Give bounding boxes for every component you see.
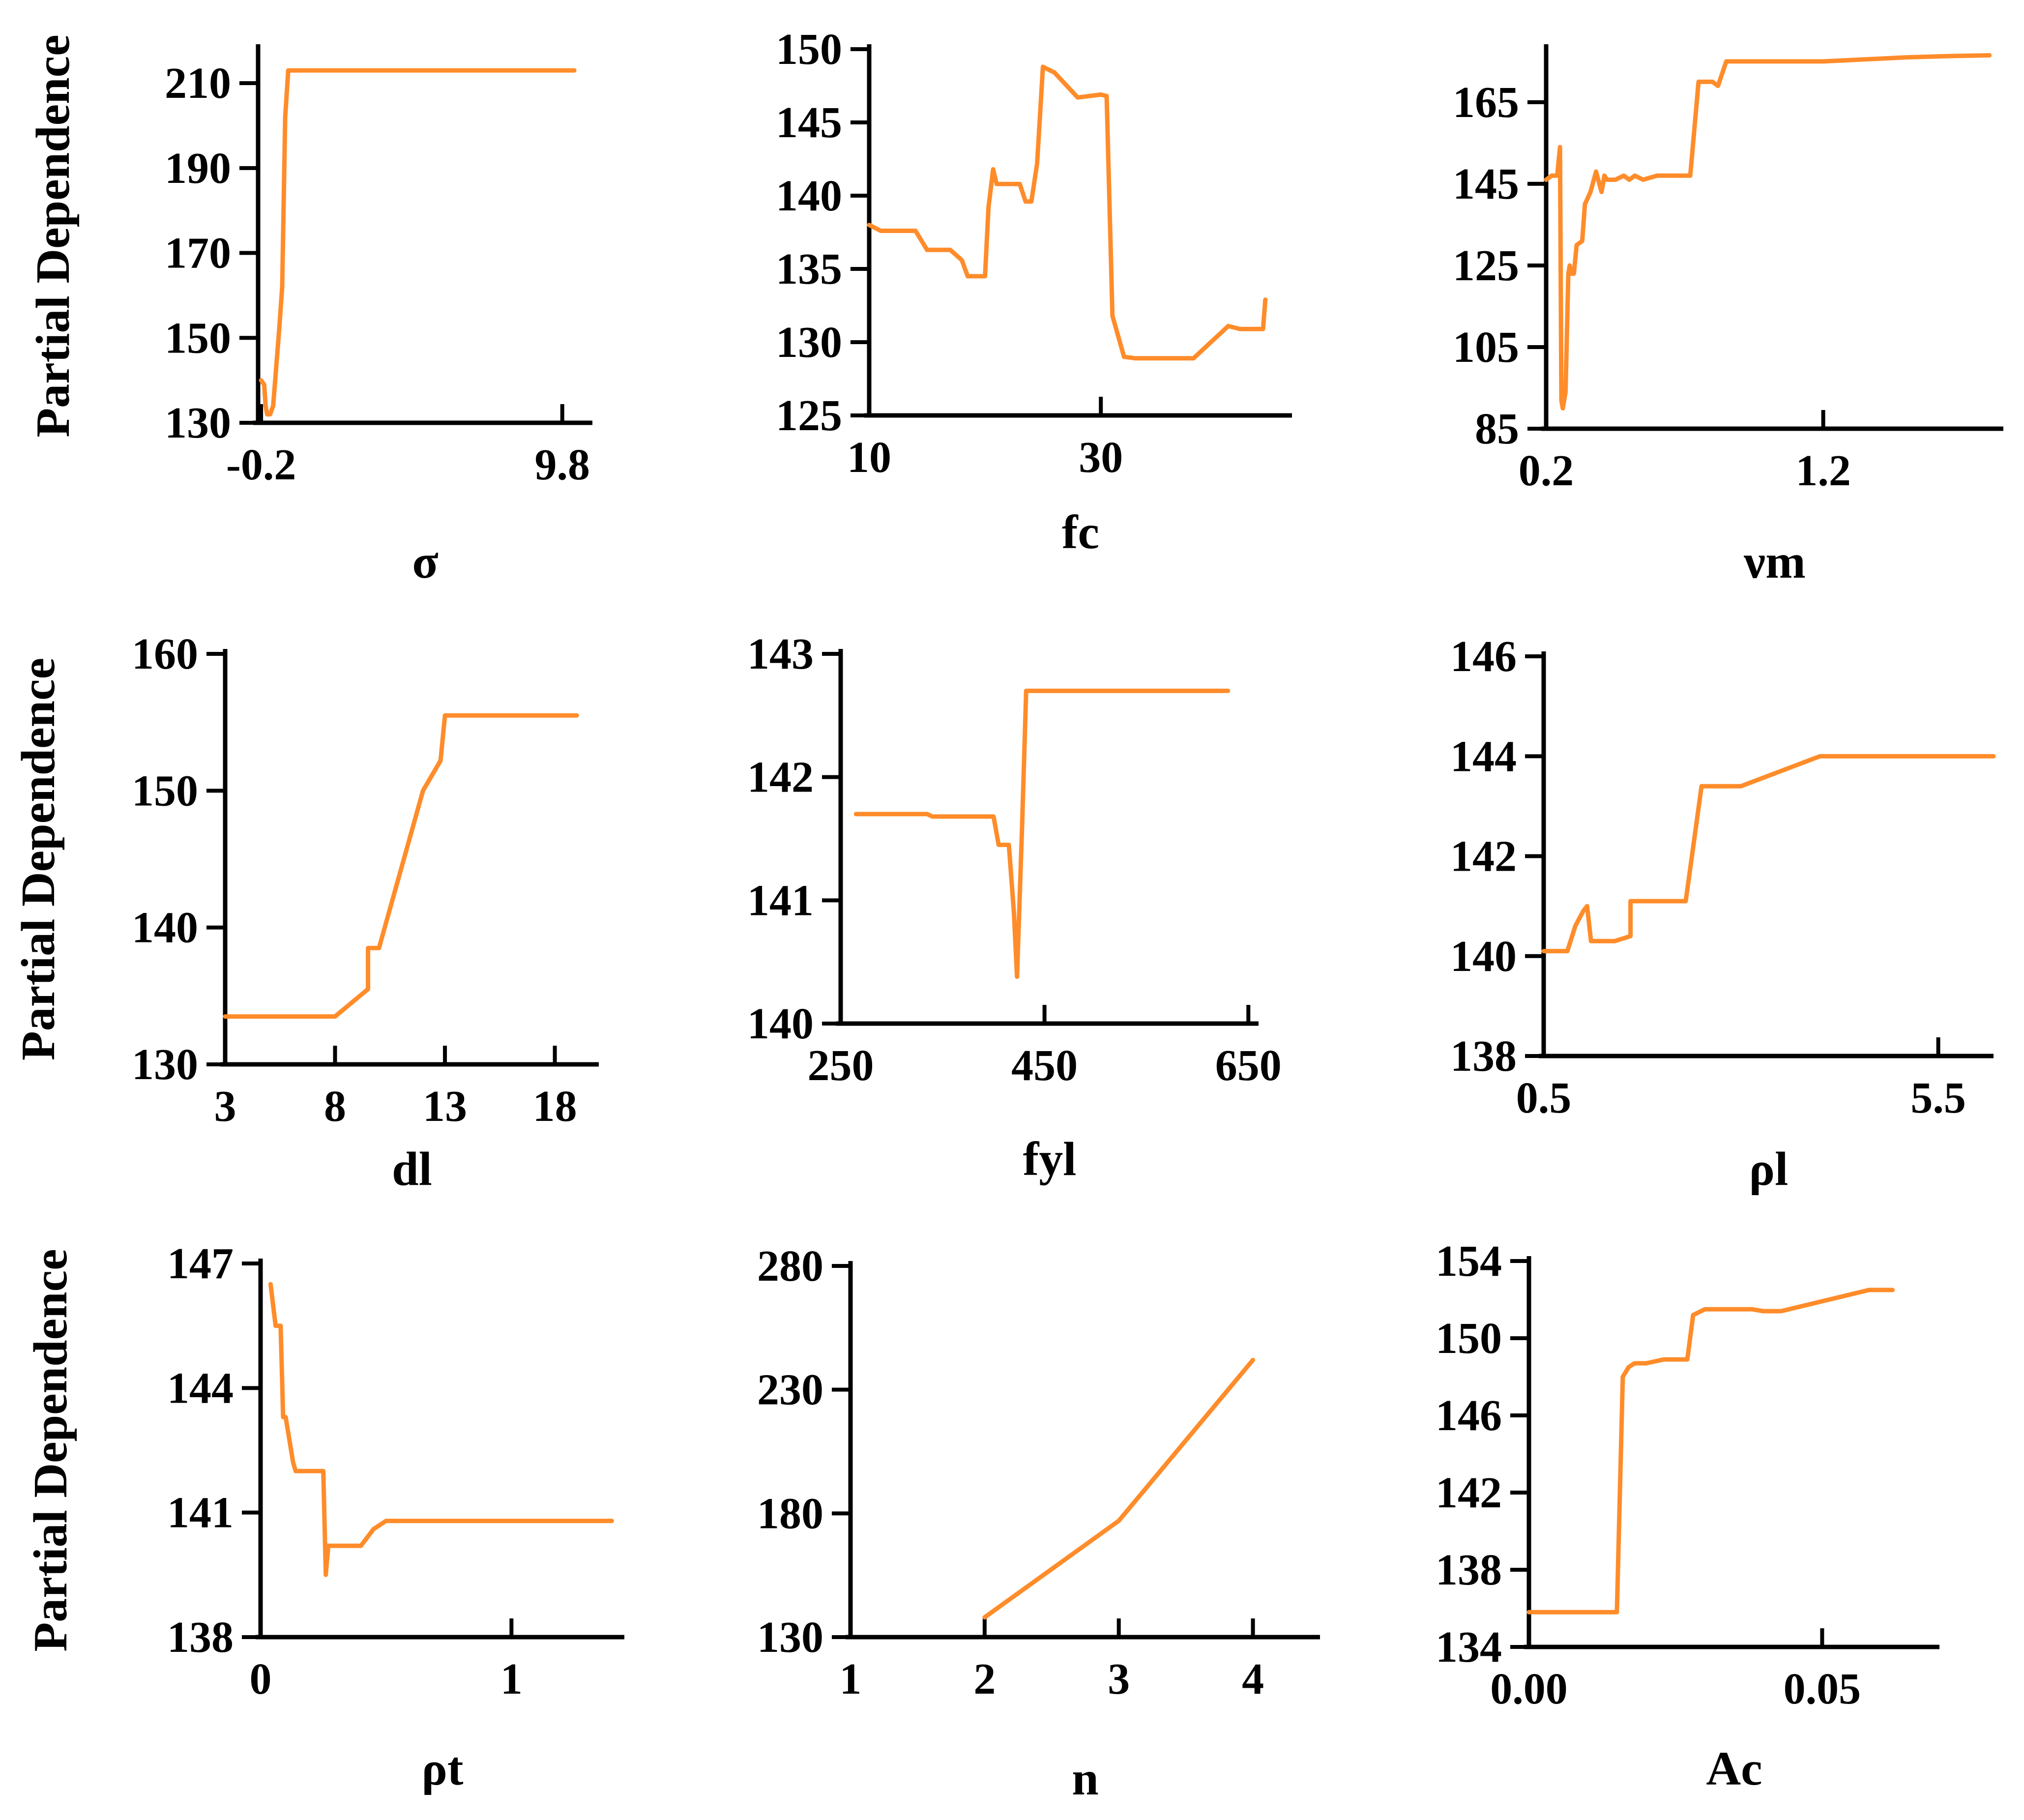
x-axis-title: fc: [1062, 506, 1099, 559]
x-tick-label: 10: [847, 433, 891, 482]
y-tick-label: 125: [1453, 241, 1519, 290]
series-line: [982, 1357, 1256, 1620]
x-tick-label: 3: [1108, 1655, 1130, 1703]
x-tick-label: 0.2: [1519, 446, 1574, 495]
y-tick-label: 143: [747, 630, 814, 678]
y-tick-label: 144: [167, 1364, 234, 1412]
series-line: [1544, 53, 1992, 411]
y-axis-title: Partial Dependence: [12, 658, 65, 1060]
y-tick-label: 280: [757, 1242, 823, 1291]
y-tick-label: 145: [1453, 160, 1519, 208]
x-axis-title: fyl: [1023, 1133, 1077, 1186]
y-tick-label: 146: [1450, 632, 1517, 681]
chart-panel-9: 134 138 142 146 150 154 0.00 0.05 Ac: [1436, 1237, 1939, 1795]
y-tick-label: 140: [776, 172, 842, 220]
x-axis-title: ρl: [1749, 1143, 1789, 1196]
series-line: [853, 688, 1231, 979]
y-tick-label: 142: [1436, 1468, 1502, 1517]
y-tick-label: 142: [747, 753, 814, 802]
x-tick-label: 30: [1079, 433, 1123, 482]
x-tick-label: 13: [423, 1082, 467, 1131]
y-tick-label: 130: [165, 399, 231, 447]
series-line: [867, 64, 1268, 361]
y-tick-label: 141: [167, 1489, 234, 1537]
x-tick-label: 2: [973, 1655, 996, 1703]
x-tick-label: 1: [840, 1655, 862, 1703]
x-tick-label: 18: [533, 1082, 577, 1131]
y-tick-label: 85: [1475, 405, 1519, 453]
y-tick-label: 140: [1450, 932, 1517, 981]
y-tick-label: 142: [1450, 832, 1517, 881]
y-tick-label: 170: [165, 229, 231, 278]
y-tick-label: 130: [132, 1040, 198, 1089]
y-tick-label: 135: [776, 245, 842, 294]
y-tick-label: 165: [1453, 78, 1519, 127]
x-tick-label: 0: [250, 1655, 272, 1703]
y-tick-label: 150: [132, 766, 198, 815]
x-tick-label: 1.2: [1795, 446, 1851, 495]
y-tick-label: 150: [165, 314, 231, 362]
y-tick-label: 105: [1453, 323, 1519, 372]
x-tick-label: 250: [808, 1041, 874, 1090]
series-line: [223, 713, 579, 1019]
x-tick-label: 650: [1215, 1041, 1282, 1090]
x-axis-title: σ: [412, 535, 438, 588]
x-tick-label: 9.8: [534, 440, 590, 489]
y-tick-label: 138: [167, 1613, 234, 1662]
y-tick-label: 160: [132, 630, 198, 678]
y-tick-label: 140: [747, 999, 814, 1048]
x-tick-label: 0.5: [1516, 1074, 1572, 1122]
chart-panel-8: 130 180 230 280 1 2 3 4 n: [757, 1242, 1320, 1805]
x-tick-label: 0.05: [1784, 1665, 1861, 1713]
chart-panel-6: 138 140 142 144 146 0.5 5.5 ρl: [1450, 632, 1996, 1196]
y-tick-label: 130: [757, 1613, 823, 1662]
series-line: [1541, 754, 1996, 954]
y-tick-label: 147: [167, 1239, 234, 1288]
x-axis-title: n: [1072, 1752, 1099, 1805]
y-tick-label: 130: [776, 318, 842, 367]
y-axis-title: Partial Dependence: [27, 34, 80, 437]
y-tick-label: 154: [1436, 1237, 1502, 1286]
chart-panel-5: 140 141 142 143 250 450 650 fyl: [747, 630, 1282, 1186]
x-tick-label: 3: [214, 1082, 236, 1131]
y-tick-label: 150: [776, 25, 842, 74]
series-line: [268, 1282, 614, 1577]
x-tick-label: 450: [1011, 1041, 1078, 1090]
y-tick-label: 134: [1436, 1623, 1502, 1672]
y-tick-label: 190: [165, 144, 231, 193]
y-tick-label: 150: [1436, 1314, 1502, 1363]
series-line: [1526, 1288, 1895, 1615]
y-tick-label: 141: [747, 876, 814, 925]
y-tick-label: 210: [165, 59, 231, 108]
y-tick-label: 140: [132, 904, 198, 952]
y-tick-label: 138: [1436, 1546, 1502, 1594]
x-axis-title: dl: [392, 1143, 432, 1196]
y-tick-label: 230: [757, 1366, 823, 1414]
x-tick-label: 4: [1242, 1655, 1264, 1703]
y-tick-label: 138: [1450, 1032, 1517, 1081]
series-line: [259, 68, 577, 417]
x-tick-label: 8: [324, 1082, 346, 1131]
x-axis-title: ρt: [421, 1742, 463, 1795]
y-tick-label: 144: [1450, 732, 1517, 781]
x-tick-label: 1: [500, 1655, 523, 1703]
x-tick-label: 5.5: [1910, 1074, 1966, 1122]
chart-panel-1: 130 150 170 190 210 -0.2 9.8 σ Partial Dependenc…: [27, 34, 592, 588]
x-axis-title: Ac: [1706, 1742, 1762, 1795]
y-tick-label: 125: [776, 391, 842, 440]
y-axis-title: Partial Dependence: [24, 1249, 77, 1651]
x-axis-title: νm: [1743, 535, 1805, 588]
x-tick-label: 0.00: [1490, 1665, 1568, 1713]
y-tick-label: 145: [776, 98, 842, 147]
y-tick-label: 180: [757, 1489, 823, 1538]
x-tick-label: -0.2: [226, 440, 296, 489]
y-tick-label: 146: [1436, 1391, 1502, 1440]
chart-panel-2: 125 130 135 140 145 150 10 30 fc: [776, 25, 1292, 559]
chart-panel-4: 130 140 150 160 3 8 13 18 dl Partial Dependence: [12, 630, 599, 1196]
chart-panel-3: 85 105 125 145 165 0.2 1.2 νm: [1453, 44, 2003, 588]
chart-panel-7: 138 141 144 147 0 1 ρt Partial Dependence: [24, 1239, 624, 1795]
